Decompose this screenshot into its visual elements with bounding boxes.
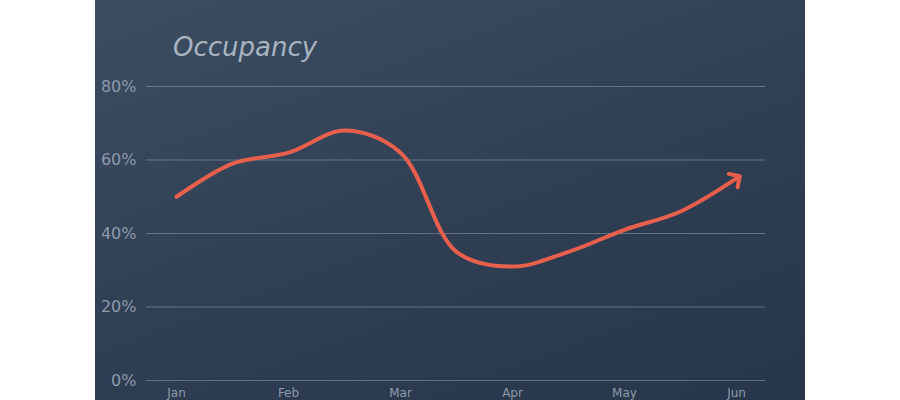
- svg-text:May: May: [612, 386, 637, 400]
- html-text:Occupancy: Occupancy: [173, 32, 318, 62]
- svg-text:Feb: Feb: [278, 386, 299, 400]
- svg-text:40%: 40%: [101, 224, 137, 243]
- svg-text:60%: 60%: [101, 150, 137, 169]
- svg-text:80%: 80%: [101, 77, 137, 96]
- svg-text:Apr: Apr: [502, 386, 523, 400]
- svg-text:Jan: Jan: [166, 386, 186, 400]
- svg-text:Mar: Mar: [389, 386, 412, 400]
- svg-text:20%: 20%: [101, 297, 137, 316]
- svg-text:Jun: Jun: [726, 386, 746, 400]
- svg-text:0%: 0%: [111, 371, 136, 390]
